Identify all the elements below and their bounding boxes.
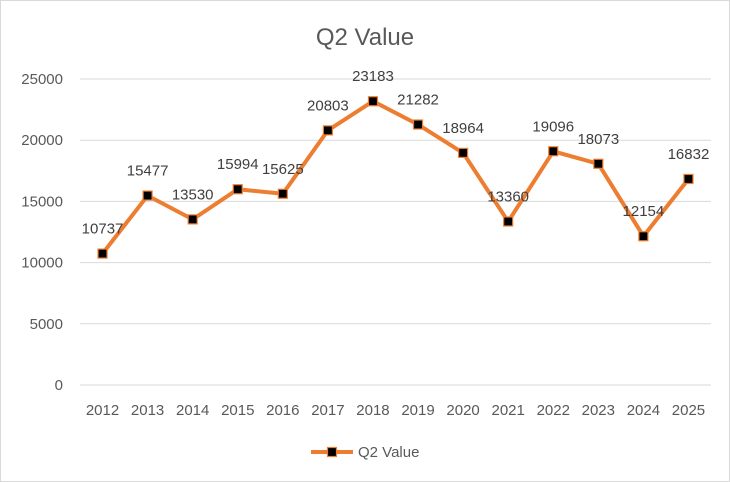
legend-label: Q2 Value (358, 444, 419, 461)
data-point-marker (142, 190, 153, 201)
data-label: 19096 (532, 118, 574, 135)
data-label: 13360 (487, 188, 529, 205)
data-label: 18073 (577, 131, 619, 148)
data-label: 21282 (397, 92, 439, 109)
legend: Q2 Value (311, 444, 419, 461)
x-tick-label: 2021 (491, 402, 524, 419)
data-point-marker (683, 173, 694, 185)
data-point-marker (187, 214, 198, 225)
x-tick-label: 2013 (131, 402, 164, 419)
x-tick-label: 2016 (266, 402, 299, 419)
x-tick-label: 2015 (221, 402, 254, 419)
data-label: 10737 (82, 221, 124, 238)
x-tick-label: 2024 (627, 402, 660, 419)
data-point-marker (412, 119, 424, 130)
chart-title: Q2 Value (316, 24, 414, 51)
y-axis: 0 5000 10000 15000 20000 25000 (21, 71, 63, 394)
x-tick-label: 2018 (356, 402, 389, 419)
x-tick-label: 2020 (446, 402, 479, 419)
y-tick-label: 15000 (21, 193, 63, 210)
data-label: 12154 (623, 203, 665, 220)
y-tick-label: 20000 (21, 132, 63, 149)
y-tick-label: 0 (55, 377, 63, 394)
x-tick-label: 2022 (537, 402, 570, 419)
x-tick-label: 2023 (582, 402, 615, 419)
x-tick-label: 2012 (86, 402, 119, 419)
y-tick-label: 25000 (21, 71, 63, 88)
data-label: 20803 (307, 97, 349, 114)
y-tick-label: 10000 (21, 255, 63, 272)
data-label: 18964 (442, 120, 484, 137)
data-point-marker (277, 188, 288, 199)
data-point-marker (367, 96, 379, 107)
data-point-marker (458, 147, 469, 158)
data-label: 15477 (127, 163, 169, 180)
x-axis: 2012 2013 2014 2015 2016 2017 2018 2019 2020 2021… (86, 402, 705, 419)
data-label: 16832 (668, 146, 710, 163)
data-label: 23183 (352, 68, 394, 85)
series-line (100, 99, 691, 256)
y-tick-label: 5000 (30, 316, 63, 333)
legend-marker-swatch (326, 446, 338, 458)
data-point-marker (232, 184, 243, 195)
data-point-marker (593, 158, 604, 169)
data-point-marker (503, 216, 514, 227)
data-point-marker (548, 146, 559, 157)
x-tick-label: 2019 (401, 402, 434, 419)
data-label: 13530 (172, 186, 214, 203)
x-tick-label: 2025 (672, 402, 705, 419)
data-label: 15994 (217, 156, 259, 173)
x-tick-label: 2017 (311, 402, 344, 419)
data-label: 15625 (262, 161, 304, 178)
series-q2-value (97, 96, 694, 259)
x-tick-label: 2014 (176, 402, 209, 419)
data-point-marker (322, 125, 333, 136)
data-point-marker (638, 231, 649, 242)
gridlines (80, 78, 711, 386)
data-point-marker (97, 248, 108, 259)
